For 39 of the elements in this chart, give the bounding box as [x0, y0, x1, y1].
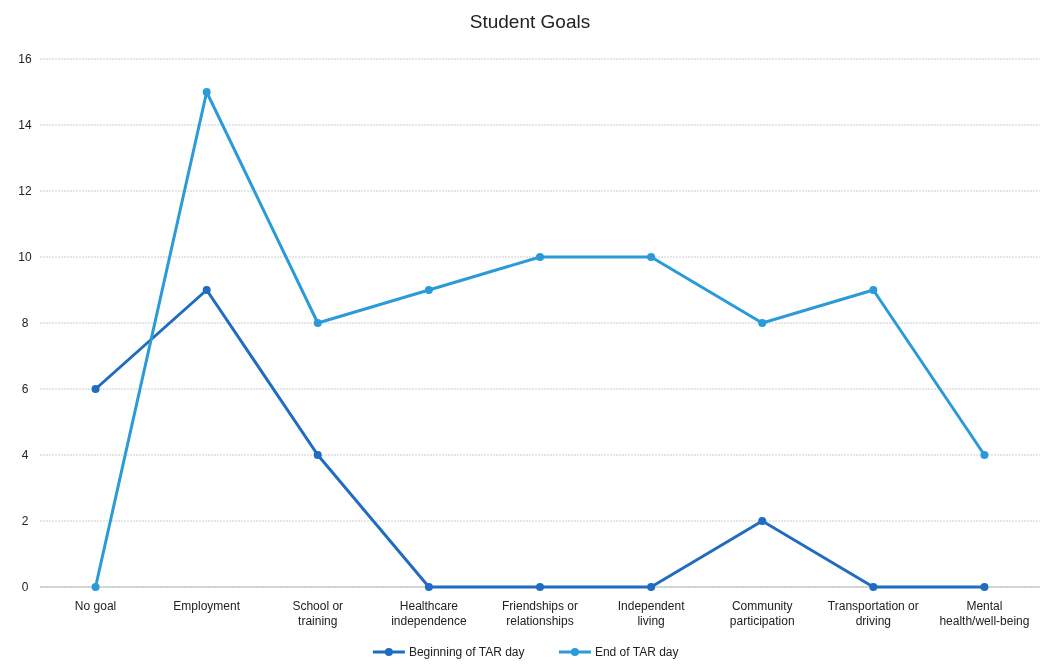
point: [869, 583, 878, 591]
x-tick-label: No goal: [74, 599, 117, 613]
point: [91, 583, 100, 591]
chart-title: Student Goals: [469, 11, 591, 32]
x-tick-label: Independent living: [617, 599, 686, 628]
y-tick-label: 8: [21, 316, 29, 331]
x-tick-label: Community participation: [729, 599, 795, 628]
x-tick-label: Healthcare independence: [391, 599, 467, 628]
point: [647, 583, 656, 591]
y-tick-label: 14: [18, 118, 32, 133]
point: [313, 319, 322, 327]
point: [980, 583, 989, 591]
point: [313, 451, 322, 459]
y-tick-label: 4: [21, 448, 29, 463]
y-tick-label: 2: [21, 514, 29, 529]
point: [536, 253, 544, 261]
point: [202, 88, 211, 96]
x-tick-label: Transportation or driving: [827, 599, 919, 628]
legend-label: End of TAR day: [594, 645, 679, 660]
x-tick-label: School or training: [292, 599, 344, 628]
legend-label: Beginning of TAR day: [408, 645, 525, 660]
point: [758, 517, 767, 525]
point: [980, 451, 989, 459]
point: [202, 286, 211, 294]
point: [536, 583, 544, 591]
point: [424, 583, 433, 591]
y-tick-label: 6: [21, 382, 29, 397]
x-tick-label: Employment: [173, 599, 241, 613]
y-tick-label: 10: [18, 250, 32, 265]
point: [424, 286, 433, 294]
x-tick-label: Friendships or relationships: [501, 599, 579, 628]
y-tick-label: 12: [18, 184, 32, 199]
point: [647, 253, 656, 261]
point: [869, 286, 878, 294]
y-tick-label: 0: [21, 580, 29, 595]
x-tick-label: Mental health/well-being: [939, 599, 1030, 628]
point: [91, 385, 100, 393]
point: [758, 319, 767, 327]
y-tick-label: 16: [18, 52, 32, 67]
